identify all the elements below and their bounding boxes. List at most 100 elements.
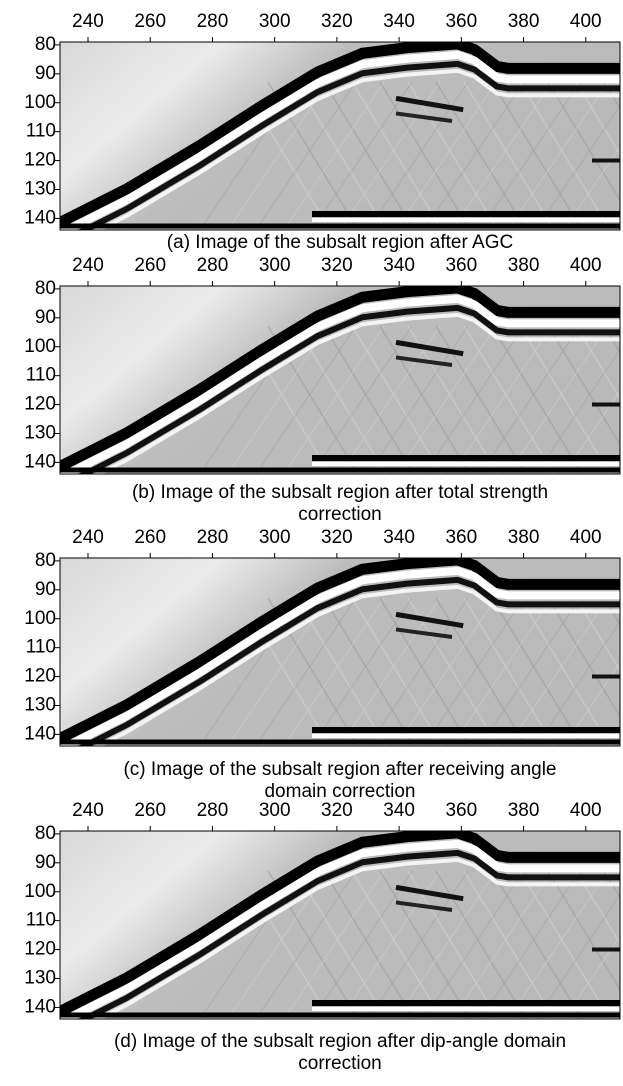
x-tick-label: 340 [383,527,415,548]
reflector [60,839,620,1019]
x-tick-label: 300 [259,11,291,32]
caption: (a) Image of the subsalt region after AG… [166,232,514,253]
texture [491,597,583,746]
reflector [60,286,620,472]
texture [463,870,555,1019]
texture [519,597,611,746]
reflector [60,294,620,474]
reflector [60,566,620,746]
x-tick-label: 320 [321,527,353,548]
texture [547,81,620,202]
reflector [78,60,620,230]
texture [575,325,620,400]
x-tick-label: 280 [197,800,229,821]
x-tick-label: 360 [445,527,477,548]
y-tick-label: 120 [24,666,56,687]
texture [563,662,620,746]
texture [407,325,499,474]
x-tick-label: 280 [197,255,229,276]
y-tick-label: 120 [24,394,56,415]
image-frame [59,830,621,1020]
x-tick-label: 400 [570,527,602,548]
x-tick-label: 260 [134,527,166,548]
panel: 240 260 280 300 320 340 360 380 400 80 90 100 110 120… [24,255,621,475]
x-tick-label: 380 [508,255,540,276]
reflector [60,831,620,1017]
caption: (d) Image of the subsalt region after di… [113,1031,567,1074]
texture [379,870,471,1019]
y-tick-label: 110 [26,637,56,658]
panel: 240 260 280 300 320 340 360 380 400 80 90 100 110 120… [24,527,621,747]
reflector [60,558,620,744]
caption: (c) Image of the subsalt region after re… [123,759,557,802]
x-tick-label: 360 [445,800,477,821]
texture [407,81,499,230]
texture [491,870,583,1019]
y-tick-label: 120 [24,939,56,960]
y-tick-label: 100 [24,881,56,902]
texture [519,325,611,474]
x-tick-label: 380 [508,527,540,548]
reflector [94,584,620,746]
y-tick-label: 90 [35,579,56,600]
texture [379,81,471,230]
y-tick-label: 80 [35,823,56,844]
x-tick-label: 280 [197,11,229,32]
x-tick-label: 380 [508,11,540,32]
texture [491,325,583,474]
texture [603,597,620,626]
x-tick-label: 340 [383,800,415,821]
texture [323,81,415,230]
y-tick-label: 100 [24,608,56,629]
reflector [395,611,464,629]
reflector [395,339,464,357]
texture [295,325,387,474]
panel: 240 260 280 300 320 340 360 380 400 80 90 100 110 120… [24,800,621,1020]
reflector [78,304,620,474]
x-tick-label: 280 [197,527,229,548]
texture [603,81,620,110]
x-tick-label: 240 [72,527,104,548]
x-tick-label: 340 [383,255,415,276]
texture [603,325,620,354]
texture [323,597,415,746]
y-tick-label: 110 [26,121,56,142]
seismic-image [60,831,620,1019]
y-tick-label: 90 [35,63,56,84]
x-tick-label: 240 [72,11,104,32]
texture [323,325,415,474]
x-tick-label: 400 [570,11,602,32]
texture [463,325,555,474]
texture [563,935,620,1019]
x-tick-label: 340 [383,11,415,32]
caption: (b) Image of the subsalt region after to… [131,482,549,525]
x-tick-label: 300 [259,255,291,276]
y-tick-label: 100 [24,92,56,113]
x-tick-label: 320 [321,11,353,32]
texture [407,870,499,1019]
texture [563,390,620,474]
texture [547,870,620,991]
texture [323,870,415,1019]
reflector [395,95,464,113]
texture [575,81,620,156]
x-tick-label: 260 [134,11,166,32]
y-tick-label: 140 [24,207,56,228]
y-tick-label: 80 [35,550,56,571]
y-tick-label: 140 [24,996,56,1017]
texture [519,81,611,230]
reflector [60,42,620,228]
y-tick-label: 100 [24,336,56,357]
reflector [395,355,453,367]
texture [575,597,620,672]
panel: 240 260 280 300 320 340 360 380 400 80 90 100 110 120… [24,11,621,231]
reflector [94,857,620,1019]
reflector [395,111,453,123]
texture [351,325,443,474]
texture [463,81,555,230]
x-tick-label: 400 [570,255,602,276]
y-tick-label: 120 [24,150,56,171]
texture [547,325,620,446]
